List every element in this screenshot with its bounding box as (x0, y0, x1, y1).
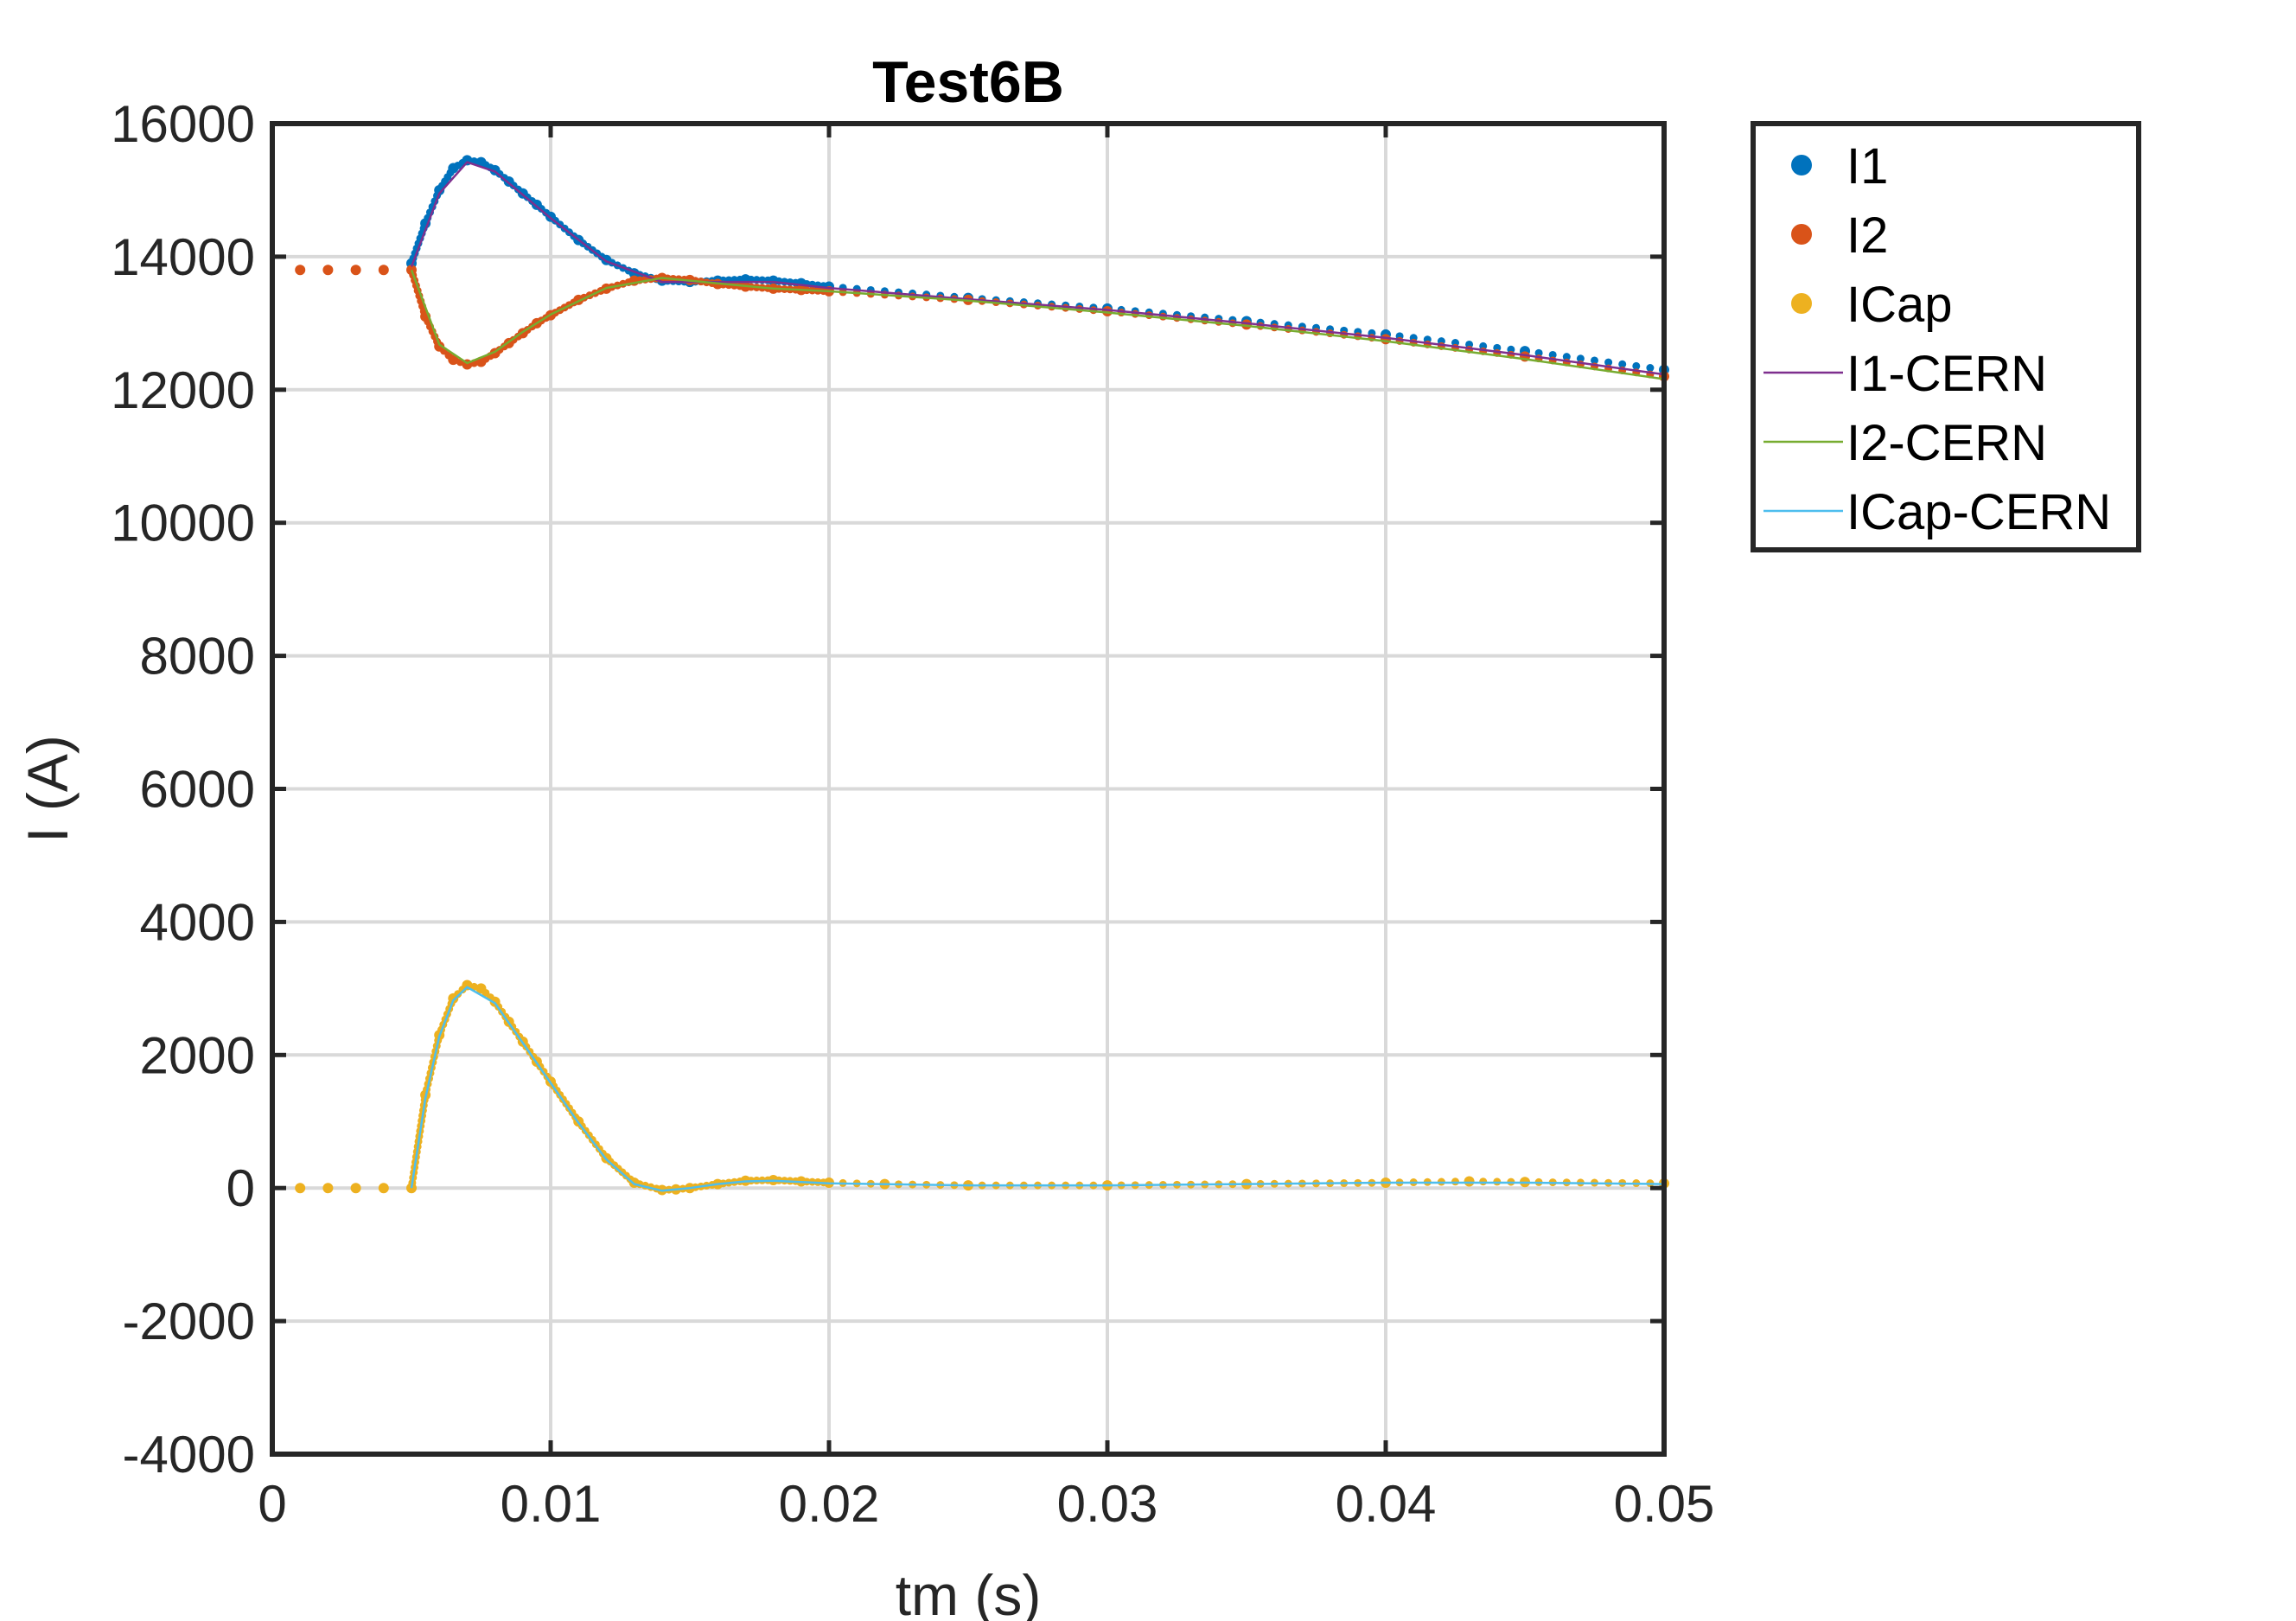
legend-label: ICap (1846, 277, 1953, 333)
legend-label: I1-CERN (1846, 346, 2047, 402)
y-tick-label: 6000 (140, 761, 255, 819)
y-axis-label: I (A) (16, 735, 80, 843)
x-tick-label: 0.01 (501, 1475, 602, 1533)
series-line-i1-cern (410, 161, 1665, 376)
data-point-interp (1479, 1177, 1488, 1186)
data-point (1464, 1176, 1475, 1187)
x-axis-label: tm (s) (896, 1563, 1042, 1621)
series-line-icap-cern (410, 986, 1665, 1192)
data-point-interp (1562, 353, 1571, 361)
data-point-interp (1604, 358, 1613, 367)
series-layer (295, 155, 1669, 1196)
legend-marker (1791, 293, 1812, 314)
x-tick-label: 0.05 (1614, 1475, 1715, 1533)
legend-label: I1 (1846, 138, 1888, 195)
y-tick-label: 10000 (111, 495, 255, 552)
legend: I1 I2 ICap I1-CERN I2-CERN ICap-CERN (1751, 121, 2141, 552)
legend-item-i1-cern: I1-CERN (1763, 346, 2047, 402)
y-tick-label: -2000 (123, 1292, 255, 1350)
x-tick-label: 0.04 (1336, 1475, 1437, 1533)
legend-item-i1: I1 (1791, 138, 1888, 195)
data-point (378, 265, 389, 276)
legend-box (1751, 121, 2141, 552)
legend-marker (1791, 155, 1812, 176)
x-tick-label: 0.02 (779, 1475, 880, 1533)
data-point (350, 1183, 361, 1194)
data-point (448, 354, 459, 366)
legend-item-i2: I2 (1791, 207, 1888, 264)
data-point-interp (1646, 364, 1655, 373)
y-tick-label: 8000 (140, 628, 255, 686)
data-point (378, 1183, 389, 1194)
data-point (350, 265, 361, 276)
data-point (322, 1183, 334, 1194)
y-tick-label: 14000 (111, 228, 255, 286)
y-tick-label: 2000 (140, 1026, 255, 1084)
y-tick-label: 4000 (140, 893, 255, 951)
series-line-i2-cern (410, 269, 1665, 380)
data-point-interp (1576, 354, 1585, 363)
grid (272, 124, 1664, 1454)
legend-marker (1791, 224, 1812, 245)
data-point-interp (1548, 350, 1557, 359)
legend-label: ICap-CERN (1846, 484, 2111, 540)
legend-item-icap-cern: ICap-CERN (1763, 484, 2111, 540)
y-tick-label: -4000 (123, 1426, 255, 1484)
data-point-interp (1591, 356, 1598, 365)
x-tick-label: 0.03 (1057, 1475, 1158, 1533)
legend-item-icap: ICap (1791, 277, 1953, 333)
x-tick-label: 0 (258, 1475, 286, 1533)
data-point-interp (1534, 348, 1543, 357)
legend-label: I2 (1846, 207, 1888, 264)
legend-label: I2-CERN (1846, 415, 2047, 471)
data-point (295, 1183, 306, 1194)
data-point (322, 265, 334, 276)
y-tick-label: 12000 (111, 361, 255, 419)
y-tick-label: 16000 (111, 95, 255, 153)
chart-title: Test6B (872, 49, 1064, 115)
data-point-interp (1632, 361, 1641, 370)
data-point (295, 265, 306, 276)
legend-item-i2-cern: I2-CERN (1763, 415, 2047, 471)
y-tick-label: 0 (226, 1159, 255, 1217)
data-point-interp (1618, 360, 1627, 368)
ticks: 0 0.01 0.02 0.03 0.04 0.05 -4000 -2000 0 2000 4000… (111, 95, 1714, 1533)
